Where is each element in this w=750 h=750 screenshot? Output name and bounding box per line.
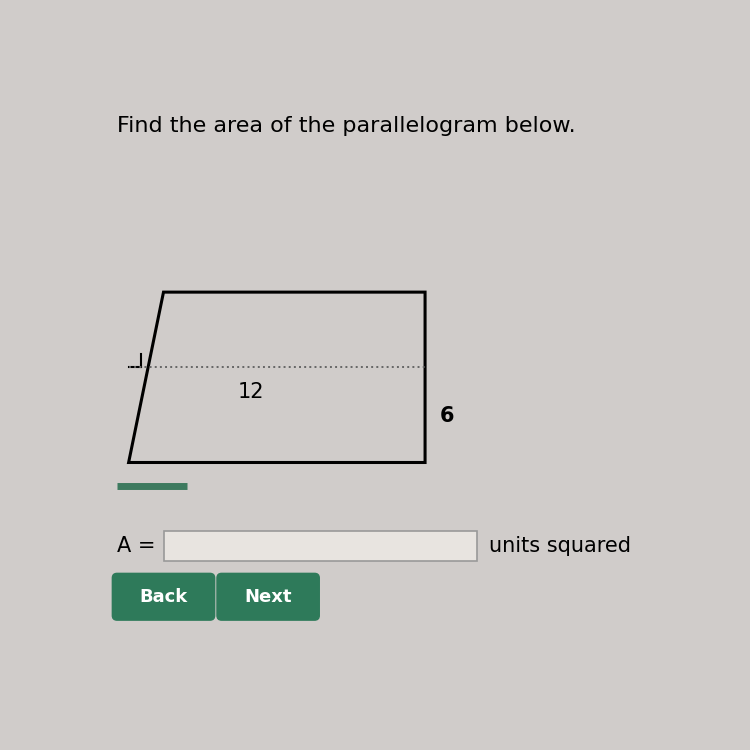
FancyBboxPatch shape (217, 573, 320, 620)
Text: Next: Next (244, 588, 292, 606)
Text: A =: A = (117, 536, 155, 556)
FancyBboxPatch shape (164, 531, 477, 561)
Text: Back: Back (140, 588, 188, 606)
Text: 6: 6 (440, 406, 454, 426)
Text: 12: 12 (238, 382, 264, 402)
Text: units squared: units squared (489, 536, 631, 556)
Text: Find the area of the parallelogram below.: Find the area of the parallelogram below… (117, 116, 576, 136)
FancyBboxPatch shape (112, 573, 214, 620)
